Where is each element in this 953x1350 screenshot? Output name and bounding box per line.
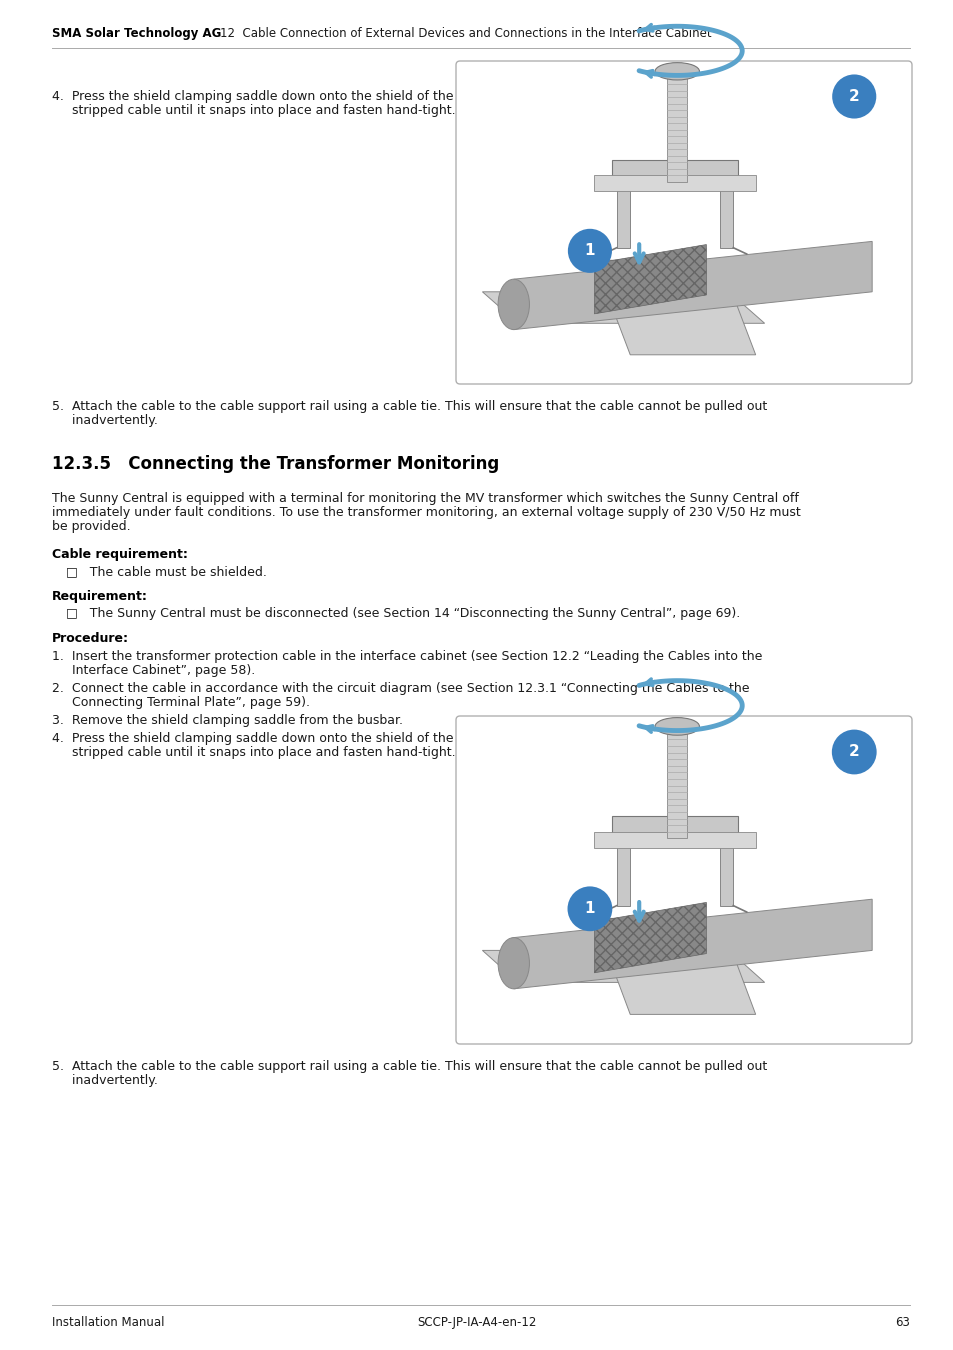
Text: 4.  Press the shield clamping saddle down onto the shield of the: 4. Press the shield clamping saddle down…: [52, 732, 453, 745]
Circle shape: [831, 729, 876, 775]
Text: Connecting Terminal Plate”, page 59).: Connecting Terminal Plate”, page 59).: [52, 697, 310, 709]
Text: 3.  Remove the shield clamping saddle from the busbar.: 3. Remove the shield clamping saddle fro…: [52, 714, 402, 728]
Text: 2.  Connect the cable in accordance with the circuit diagram (see Section 12.3.1: 2. Connect the cable in accordance with …: [52, 682, 749, 695]
Text: stripped cable until it snaps into place and fasten hand-tight.: stripped cable until it snaps into place…: [52, 104, 456, 117]
FancyBboxPatch shape: [720, 178, 733, 247]
Text: 5.  Attach the cable to the cable support rail using a cable tie. This will ensu: 5. Attach the cable to the cable support…: [52, 1060, 766, 1073]
Circle shape: [831, 74, 876, 119]
FancyBboxPatch shape: [612, 159, 737, 178]
Text: 1: 1: [584, 243, 595, 258]
FancyBboxPatch shape: [594, 832, 755, 848]
Text: 4.  Press the shield clamping saddle down onto the shield of the: 4. Press the shield clamping saddle down…: [52, 90, 453, 103]
Circle shape: [567, 887, 612, 931]
Ellipse shape: [497, 938, 529, 988]
FancyBboxPatch shape: [720, 836, 733, 906]
Text: 2: 2: [848, 89, 859, 104]
FancyBboxPatch shape: [666, 733, 687, 838]
Polygon shape: [594, 244, 705, 313]
Text: SMA Solar Technology AG: SMA Solar Technology AG: [52, 27, 221, 40]
Text: 5.  Attach the cable to the cable support rail using a cable tie. This will ensu: 5. Attach the cable to the cable support…: [52, 400, 766, 413]
Polygon shape: [594, 261, 755, 355]
Text: be provided.: be provided.: [52, 520, 131, 533]
FancyBboxPatch shape: [456, 61, 911, 383]
Polygon shape: [594, 902, 705, 973]
Circle shape: [567, 228, 611, 273]
Ellipse shape: [655, 718, 699, 736]
Text: Installation Manual: Installation Manual: [52, 1316, 164, 1328]
Text: Interface Cabinet”, page 58).: Interface Cabinet”, page 58).: [52, 664, 255, 676]
Text: 12.3.5   Connecting the Transformer Monitoring: 12.3.5 Connecting the Transformer Monito…: [52, 455, 498, 472]
Ellipse shape: [655, 62, 699, 80]
FancyBboxPatch shape: [617, 178, 630, 247]
Text: inadvertently.: inadvertently.: [52, 414, 157, 427]
FancyBboxPatch shape: [617, 836, 630, 906]
FancyBboxPatch shape: [594, 176, 755, 190]
Text: SCCP-JP-IA-A4-en-12: SCCP-JP-IA-A4-en-12: [416, 1316, 537, 1328]
FancyBboxPatch shape: [612, 815, 737, 836]
Text: stripped cable until it snaps into place and fasten hand-tight.: stripped cable until it snaps into place…: [52, 747, 456, 759]
Text: □   The cable must be shielded.: □ The cable must be shielded.: [66, 566, 267, 578]
Ellipse shape: [497, 279, 529, 329]
Text: The Sunny Central is equipped with a terminal for monitoring the MV transformer : The Sunny Central is equipped with a ter…: [52, 491, 798, 505]
FancyBboxPatch shape: [666, 77, 687, 181]
Text: 12  Cable Connection of External Devices and Connections in the Interface Cabine: 12 Cable Connection of External Devices …: [220, 27, 711, 40]
FancyBboxPatch shape: [456, 716, 911, 1044]
Text: 1.  Insert the transformer protection cable in the interface cabinet (see Sectio: 1. Insert the transformer protection cab…: [52, 649, 761, 663]
Text: 2: 2: [848, 744, 859, 760]
Text: inadvertently.: inadvertently.: [52, 1075, 157, 1087]
Polygon shape: [482, 950, 764, 983]
Text: □   The Sunny Central must be disconnected (see Section 14 “Disconnecting the Su: □ The Sunny Central must be disconnected…: [66, 608, 740, 620]
Text: Requirement:: Requirement:: [52, 590, 148, 603]
Text: 63: 63: [894, 1316, 909, 1328]
Text: Procedure:: Procedure:: [52, 632, 129, 645]
Polygon shape: [514, 899, 871, 988]
Polygon shape: [514, 242, 871, 329]
Text: immediately under fault conditions. To use the transformer monitoring, an extern: immediately under fault conditions. To u…: [52, 506, 800, 518]
Polygon shape: [594, 918, 755, 1014]
Text: Cable requirement:: Cable requirement:: [52, 548, 188, 562]
Text: 1: 1: [584, 902, 595, 917]
Polygon shape: [482, 292, 764, 323]
